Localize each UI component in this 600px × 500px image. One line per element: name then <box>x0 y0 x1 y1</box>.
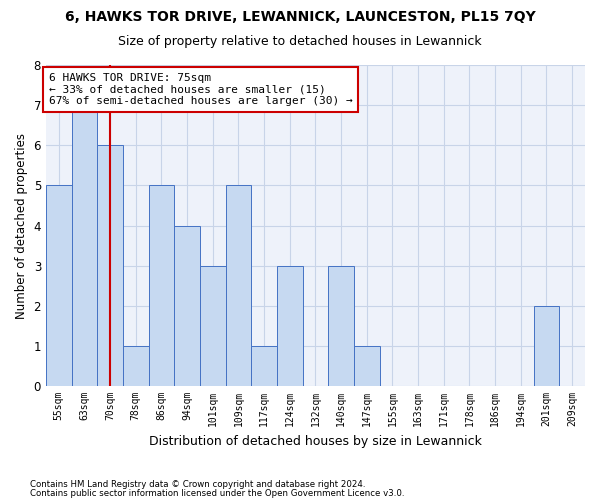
Bar <box>251 346 277 386</box>
Bar <box>328 266 354 386</box>
Bar <box>226 186 251 386</box>
X-axis label: Distribution of detached houses by size in Lewannick: Distribution of detached houses by size … <box>149 434 482 448</box>
Text: Contains public sector information licensed under the Open Government Licence v3: Contains public sector information licen… <box>30 488 404 498</box>
Text: Size of property relative to detached houses in Lewannick: Size of property relative to detached ho… <box>118 35 482 48</box>
Bar <box>277 266 302 386</box>
Text: Contains HM Land Registry data © Crown copyright and database right 2024.: Contains HM Land Registry data © Crown c… <box>30 480 365 489</box>
Text: 6, HAWKS TOR DRIVE, LEWANNICK, LAUNCESTON, PL15 7QY: 6, HAWKS TOR DRIVE, LEWANNICK, LAUNCESTO… <box>65 10 535 24</box>
Bar <box>123 346 149 386</box>
Y-axis label: Number of detached properties: Number of detached properties <box>15 132 28 318</box>
Bar <box>97 146 123 386</box>
Bar <box>533 306 559 386</box>
Text: 6 HAWKS TOR DRIVE: 75sqm
← 33% of detached houses are smaller (15)
67% of semi-d: 6 HAWKS TOR DRIVE: 75sqm ← 33% of detach… <box>49 73 352 106</box>
Bar <box>149 186 174 386</box>
Bar <box>174 226 200 386</box>
Bar <box>71 105 97 386</box>
Bar <box>46 186 71 386</box>
Bar <box>354 346 380 386</box>
Bar <box>200 266 226 386</box>
